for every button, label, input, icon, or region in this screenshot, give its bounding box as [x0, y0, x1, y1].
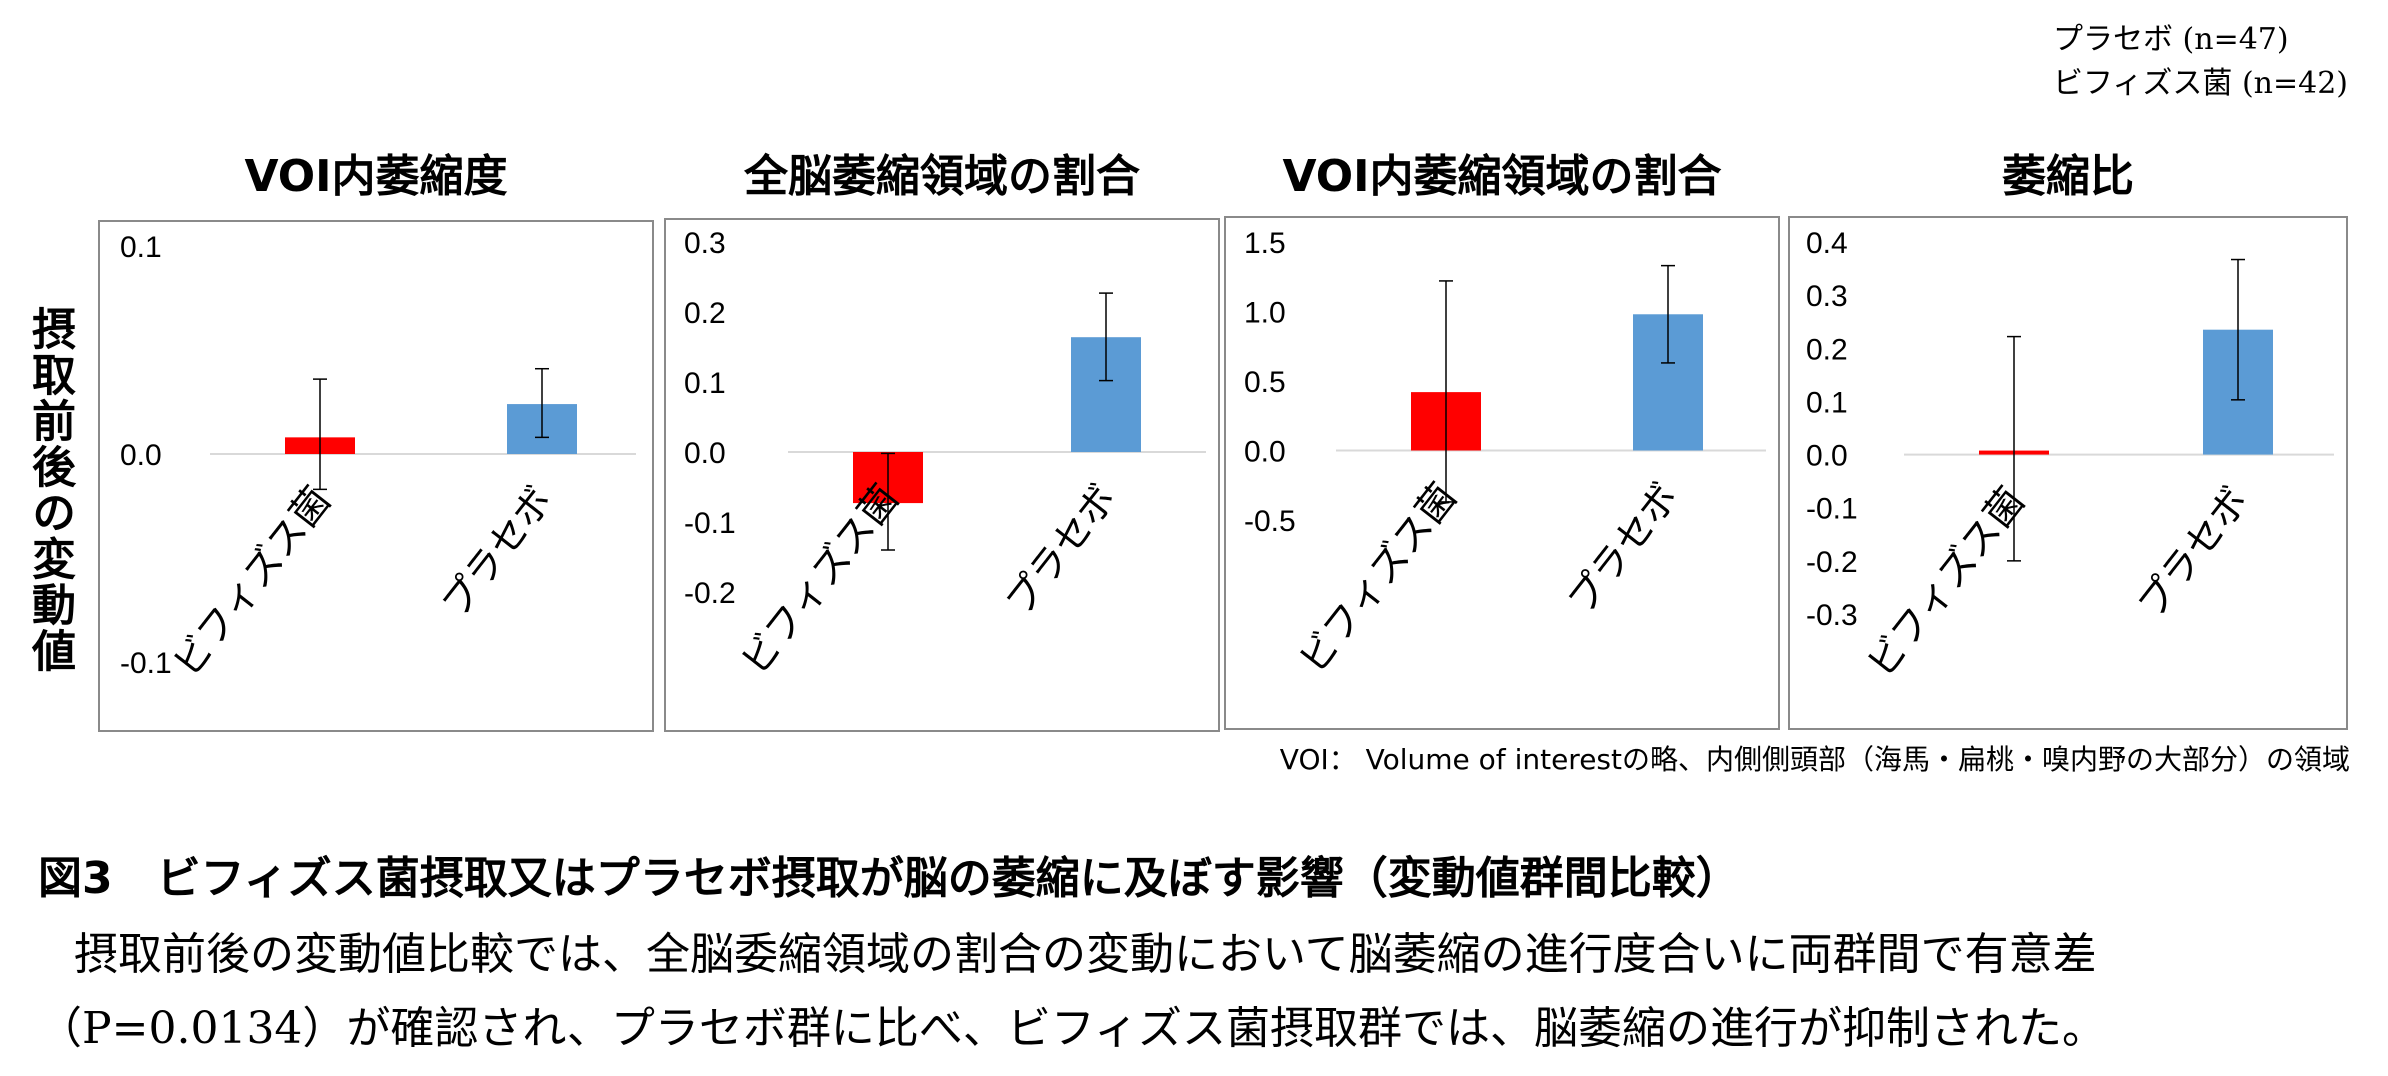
legend-note-bifidus: ビフィズス菌 (n=42)	[2053, 66, 2348, 101]
category-label: ビフィズス菌	[165, 478, 340, 684]
tick-label: 0.2	[684, 297, 726, 330]
panel-frame-4	[1788, 216, 2348, 730]
tick-label: -0.1	[1806, 493, 1858, 526]
legend-note-placebo: プラセボ (n=47)	[2053, 22, 2289, 57]
panel-title-1: VOI内萎縮度	[244, 151, 508, 202]
tick-label: 0.1	[684, 367, 726, 400]
panel-frame-3	[1224, 216, 1780, 730]
legend-note: プラセボ (n=47) ビフィズス菌 (n=42)	[2053, 18, 2348, 106]
tick-label: 0.0	[1244, 436, 1286, 469]
category-label: ビフィズス菌	[1859, 479, 2034, 685]
tick-label: 0.0	[684, 437, 726, 470]
tick-label: 0.0	[1806, 440, 1848, 473]
tick-label: -0.5	[1244, 505, 1296, 538]
category-label: プラセボ	[1559, 475, 1687, 622]
tick-label: 0.1	[1806, 386, 1848, 419]
caption-title: 図3 ビフィズス菌摂取又はプラセボ摂取が脳の萎縮に及ぼす影響（変動値群間比較）	[38, 853, 1740, 904]
tick-label: -0.1	[120, 647, 172, 680]
panel-title-3: VOI内萎縮領域の割合	[1282, 151, 1722, 202]
tick-label: -0.1	[684, 507, 736, 540]
y-axis-label: 摂取前後の変動値	[24, 306, 75, 674]
tick-label: 0.1	[120, 231, 162, 264]
panel-title-2: 全脳萎縮領域の割合	[744, 151, 1140, 202]
category-label: ビフィズス菌	[1291, 475, 1466, 681]
tick-label: 0.0	[120, 439, 162, 472]
tick-label: 1.0	[1244, 297, 1286, 330]
caption-body: 摂取前後の変動値比較では、全脳委縮領域の割合の変動において脳萎縮の進行度合いに両…	[38, 929, 2106, 1054]
panel-title-4: 萎縮比	[2002, 151, 2134, 202]
tick-label: 0.5	[1244, 366, 1286, 399]
tick-label: -0.2	[684, 577, 736, 610]
panel-frame-1	[98, 220, 654, 732]
panel-frame-2	[664, 218, 1220, 732]
category-label: ビフィズス菌	[733, 476, 908, 682]
tick-label: -0.3	[1806, 599, 1858, 632]
tick-label: 1.5	[1244, 227, 1286, 260]
voi-note: VOI： Volume of interestの略、内側側頭部（海馬・扁桃・嗅内…	[1279, 743, 2350, 776]
tick-label: 0.4	[1806, 227, 1848, 260]
category-label: プラセボ	[997, 476, 1125, 623]
tick-label: 0.3	[684, 227, 726, 260]
tick-label: -0.2	[1806, 546, 1858, 579]
tick-label: 0.2	[1806, 333, 1848, 366]
category-label: プラセボ	[2129, 479, 2257, 626]
category-label: プラセボ	[433, 478, 561, 625]
tick-label: 0.3	[1806, 280, 1848, 313]
